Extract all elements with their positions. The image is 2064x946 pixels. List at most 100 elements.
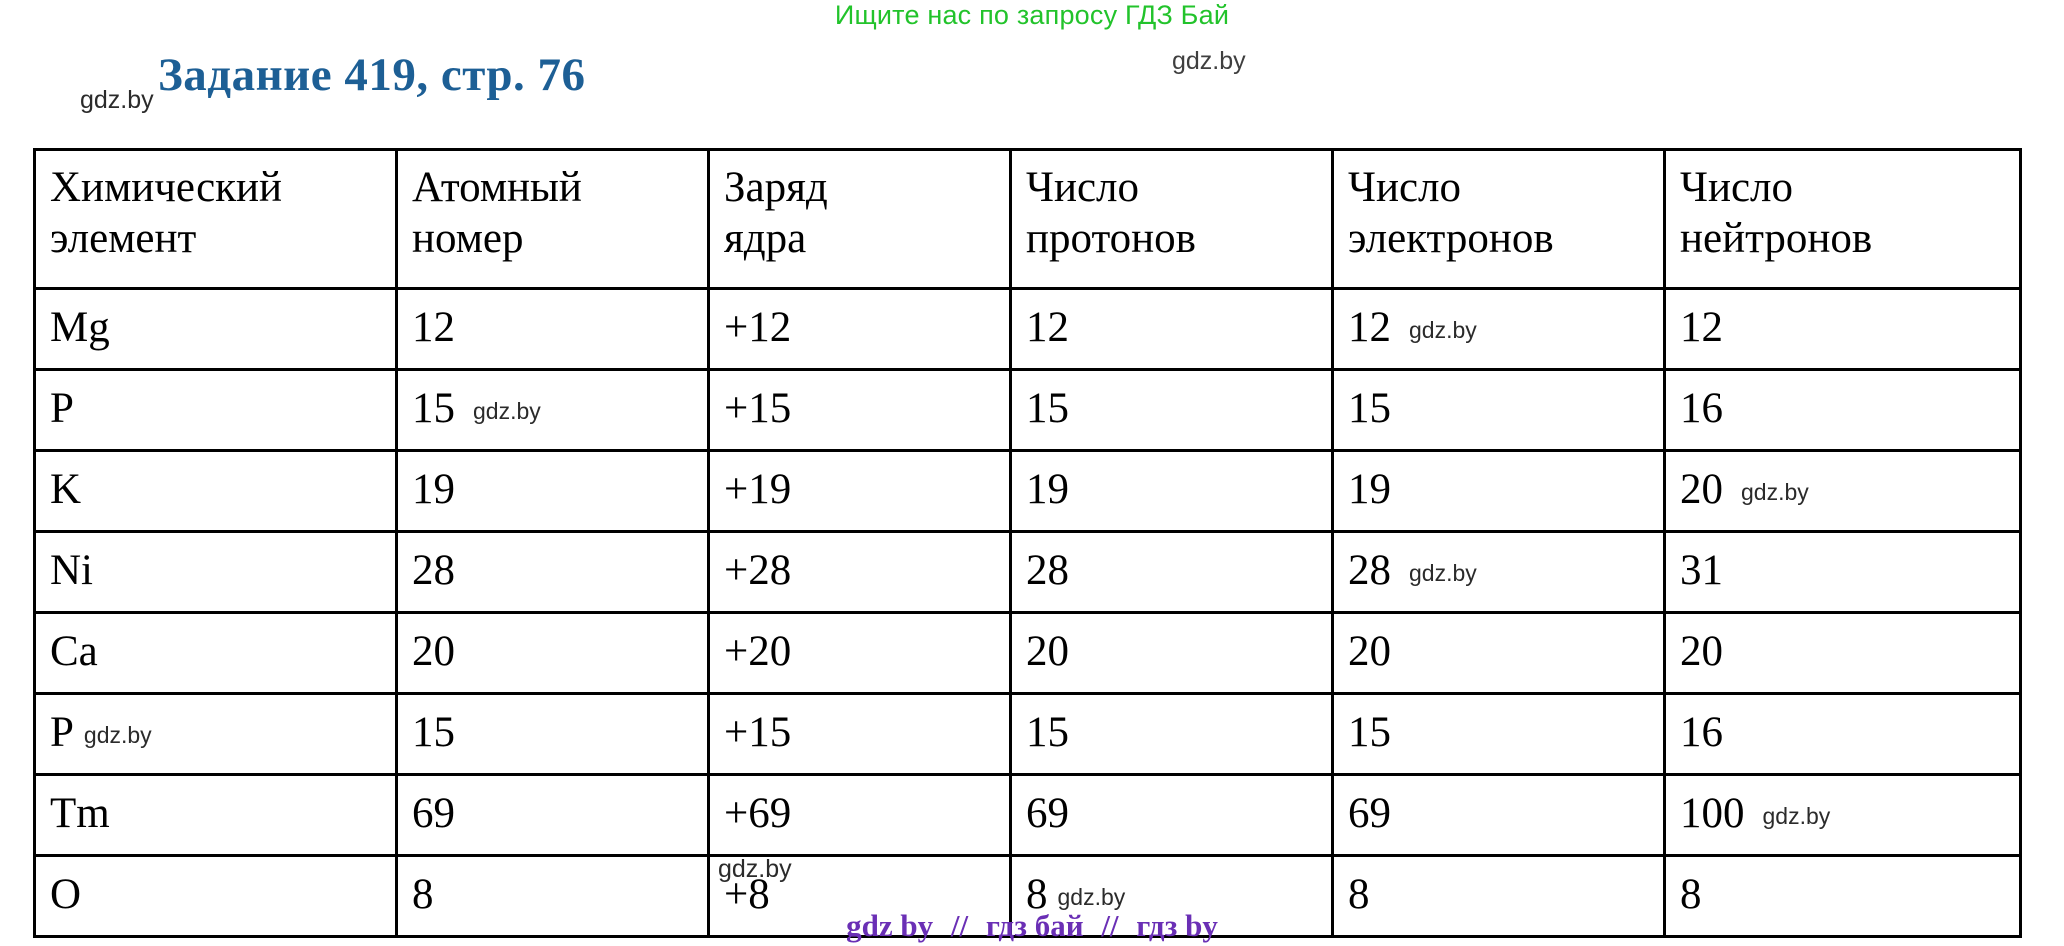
cell-value: 20 (1680, 465, 1723, 513)
cell-atomic-number: 28 (395, 530, 710, 614)
cell-electrons: 28 gdz.by (1331, 530, 1666, 614)
cell-electrons: 15 (1331, 692, 1666, 776)
table-row: Mg 12 +12 12 12 gdz.by 12 (33, 287, 2022, 371)
cell-nucleus-charge: +8 (707, 854, 1012, 938)
cell-protons: 20 (1009, 611, 1334, 695)
cell-nucleus-charge: +15 (707, 368, 1012, 452)
watermark-inline: gdz.by (83, 721, 152, 748)
table-row: P 15 gdz.by +15 15 15 16 (33, 368, 2022, 452)
column-header-nucleus-charge: Заряд ядра (707, 148, 1012, 290)
cell-nucleus-charge: +69 (707, 773, 1012, 857)
cell-atomic-number: 15 (395, 692, 710, 776)
cell-neutrons: 100 gdz.by (1663, 773, 2022, 857)
watermark-inline: gdz.by (1762, 802, 1831, 829)
header-line-2: нейтронов (1680, 214, 1873, 262)
cell-protons: 8 gdz.by (1009, 854, 1334, 938)
cell-electrons: 19 (1331, 449, 1666, 533)
cell-element: Mg (33, 287, 398, 371)
cell-nucleus-charge: +19 (707, 449, 1012, 533)
table-header-row: Химический элемент Атомный номер Заряд я… (33, 148, 2022, 290)
cell-neutrons: 31 (1663, 530, 2022, 614)
cell-value: 28 (1348, 546, 1391, 594)
cell-electrons: 8 (1331, 854, 1666, 938)
cell-atomic-number: 69 (395, 773, 710, 857)
footer-link-1[interactable]: gdz by (846, 908, 934, 943)
watermark-above-table: gdz.by (80, 86, 154, 114)
watermark-inline: gdz.by (1409, 316, 1477, 343)
footer-link-2[interactable]: гдз бай (985, 908, 1084, 943)
header-line-2: электронов (1348, 214, 1554, 262)
header-line-1: Заряд (724, 164, 828, 211)
cell-protons: 15 (1009, 368, 1334, 452)
cell-element: Ca (33, 611, 398, 695)
table-row: O 8 +8 8 gdz.by 8 8 (33, 854, 2022, 938)
cell-atomic-number: 15 gdz.by (395, 368, 710, 452)
cell-element: O (33, 854, 398, 938)
cell-protons: 19 (1009, 449, 1334, 533)
table-row: K 19 +19 19 19 20 gdz.by (33, 449, 2022, 533)
table-row: Tm 69 +69 69 69 100 gdz.by (33, 773, 2022, 857)
header-line-2: ядра (724, 214, 807, 262)
cell-nucleus-charge: +15 (707, 692, 1012, 776)
watermark-inline: gdz.by (1409, 559, 1477, 586)
cell-value: 100 (1680, 789, 1745, 837)
cell-value: 12 (1348, 303, 1391, 351)
cell-protons: 28 (1009, 530, 1334, 614)
cell-element: P (33, 368, 398, 452)
cell-atomic-number: 8 (395, 854, 710, 938)
cell-protons: 69 (1009, 773, 1334, 857)
column-header-electron-count: Число электронов (1331, 148, 1666, 290)
watermark-inline: gdz.by (1741, 478, 1809, 505)
cell-element: Tm (33, 773, 398, 857)
cell-electrons: 15 (1331, 368, 1666, 452)
cell-nucleus-charge: +20 (707, 611, 1012, 695)
cell-nucleus-charge: +28 (707, 530, 1012, 614)
page-title: Задание 419, стр. 76 (158, 49, 586, 101)
cell-element: K (33, 449, 398, 533)
cell-neutrons: 20 (1663, 611, 2022, 695)
cell-atomic-number: 20 (395, 611, 710, 695)
column-header-neutron-count: Число нейтронов (1663, 148, 2022, 290)
header-line-2: элемент (50, 214, 197, 262)
header-line-2: протонов (1026, 214, 1196, 262)
cell-value: 15 (412, 384, 455, 432)
cell-electrons: 12 gdz.by (1331, 287, 1666, 371)
table-row: Ca 20 +20 20 20 20 (33, 611, 2022, 695)
header-line-1: Атомный (412, 164, 582, 211)
cell-nucleus-charge: +12 (707, 287, 1012, 371)
cell-neutrons: 16 (1663, 368, 2022, 452)
cell-electrons: 20 (1331, 611, 1666, 695)
watermark-inline: gdz.by (1057, 883, 1126, 910)
cell-neutrons: 16 (1663, 692, 2022, 776)
column-header-proton-count: Число протонов (1009, 148, 1334, 290)
cell-atomic-number: 19 (395, 449, 710, 533)
header-line-2: номер (412, 214, 524, 262)
column-header-atomic-number: Атомный номер (395, 148, 710, 290)
footer-separator-2: // (1101, 908, 1119, 943)
watermark-inline: gdz.by (473, 397, 541, 424)
cell-neutrons: 20 gdz.by (1663, 449, 2022, 533)
cell-neutrons: 8 (1663, 854, 2022, 938)
cell-electrons: 69 (1331, 773, 1666, 857)
cell-neutrons: 12 (1663, 287, 2022, 371)
promo-banner: Ищите нас по запросу ГДЗ Бай (834, 0, 1230, 30)
table-row: Ni 28 +28 28 28 gdz.by 31 (33, 530, 2022, 614)
watermark-title-right: gdz.by (1172, 47, 1246, 75)
header-line-1: Число (1680, 164, 1794, 211)
cell-element: Ni (33, 530, 398, 614)
header-line-1: Число (1026, 164, 1140, 211)
cell-protons: 15 (1009, 692, 1334, 776)
footer-link-3[interactable]: гдз by (1136, 908, 1218, 943)
cell-value: P (50, 708, 74, 756)
cell-value: 8 (1026, 870, 1048, 918)
cell-atomic-number: 12 (395, 287, 710, 371)
column-header-chemical-element: Химический элемент (33, 148, 398, 290)
footer-links: gdz by // гдз бай // гдз by (0, 908, 2064, 944)
footer-separator-1: // (950, 908, 969, 943)
element-properties-table: Химический элемент Атомный номер Заряд я… (33, 148, 2022, 938)
header-line-1: Число (1348, 164, 1462, 211)
header-line-1: Химический (50, 164, 283, 211)
cell-protons: 12 (1009, 287, 1334, 371)
